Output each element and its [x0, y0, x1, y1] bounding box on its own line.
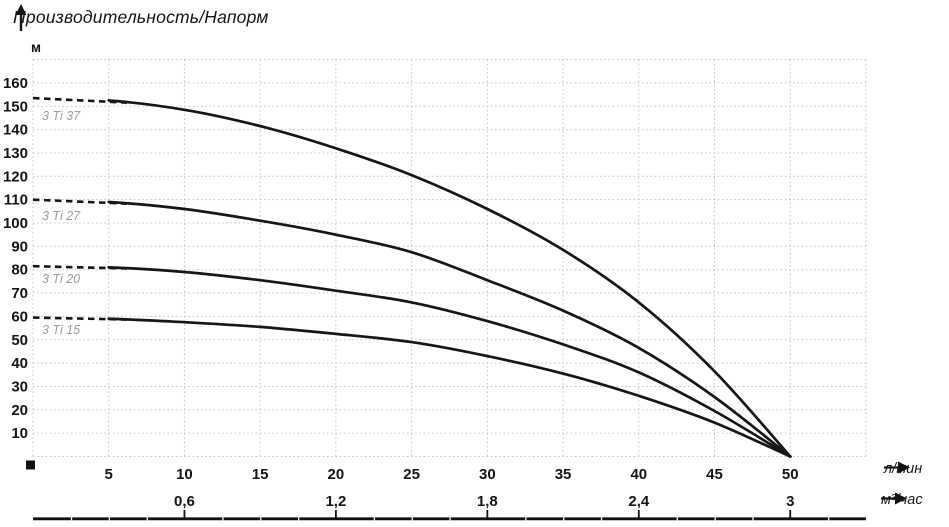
y-tick-label: 100 — [3, 215, 28, 232]
y-tick-label: 20 — [11, 402, 28, 419]
up-arrow-icon — [15, 4, 27, 31]
x-tick-label-primary: 30 — [479, 466, 496, 483]
grid — [32, 59, 867, 457]
x-ticks-primary: 5 10 15 20 25 30 35 40 45 50 — [105, 466, 799, 483]
y-tick-label: 40 — [11, 355, 28, 372]
y-tick-label: 60 — [11, 308, 28, 325]
y-tick-label: 90 — [11, 238, 28, 255]
x-tick-label-primary: 5 — [105, 466, 113, 483]
series-labels: 3 Ti 37 3 Ti 27 3 Ti 20 3 Ti 15 — [42, 109, 81, 337]
curves — [32, 96, 792, 458]
y-tick-labels: 10 20 30 40 50 60 70 80 90 100 110 120 130 140 150 160 — [3, 75, 28, 442]
x-axis-secondary-unit: м³/час — [881, 492, 923, 508]
x-tick-label-primary: 25 — [403, 466, 420, 483]
y-tick-label: 140 — [3, 122, 28, 139]
x-tick-label-primary: 40 — [630, 466, 647, 483]
bottom-ruler — [33, 510, 866, 521]
y-tick-label: 130 — [3, 145, 28, 162]
x-tick-label-primary: 35 — [555, 466, 572, 483]
y-tick-label: 80 — [11, 262, 28, 279]
series-label: 3 Ti 37 — [42, 109, 81, 123]
y-tick-label: 70 — [11, 285, 28, 302]
curve-3-ti-15 — [32, 316, 792, 458]
x-axis-primary-unit: л/мин — [884, 461, 922, 477]
curve-3-ti-20 — [32, 264, 792, 458]
y-tick-label: 30 — [11, 378, 28, 395]
right-arrow-icon — [884, 461, 910, 474]
right-arrow-icon — [881, 492, 907, 505]
y-tick-label: 50 — [11, 332, 28, 349]
y-tick-label: 150 — [3, 98, 28, 115]
y-tick-label: 110 — [4, 192, 28, 209]
x-tick-label-secondary: 2,4 — [628, 493, 650, 510]
x-tick-label-secondary: 3 — [786, 493, 794, 510]
x-tick-label-primary: 15 — [252, 466, 269, 483]
y-tick-label: 160 — [3, 75, 28, 92]
origin-square-marker — [26, 460, 35, 470]
chart-header: Производительность/Напорм — [13, 4, 269, 31]
x-tick-label-primary: 20 — [328, 466, 345, 483]
series-label: 3 Ti 27 — [42, 209, 81, 223]
x-tick-label-secondary: 1,8 — [477, 493, 498, 510]
x-tick-label-secondary: 0,6 — [174, 493, 195, 510]
curve-3-ti-37 — [32, 96, 792, 458]
page-title: Производительность/Напорм — [13, 7, 269, 27]
series-label: 3 Ti 20 — [42, 272, 80, 286]
x-ticks-secondary: 0,6 1,2 1,8 2,4 3 — [174, 493, 794, 510]
series-label: 3 Ti 15 — [42, 323, 80, 337]
y-tick-label: 10 — [11, 425, 28, 442]
x-tick-label-primary: 10 — [176, 466, 193, 483]
y-axis-unit-label: м — [31, 40, 41, 55]
x-tick-label-secondary: 1,2 — [325, 493, 346, 510]
y-tick-label: 120 — [3, 168, 28, 185]
curve-3-ti-27 — [32, 198, 792, 458]
x-tick-label-primary: 50 — [782, 466, 799, 483]
x-tick-label-primary: 45 — [706, 466, 723, 483]
